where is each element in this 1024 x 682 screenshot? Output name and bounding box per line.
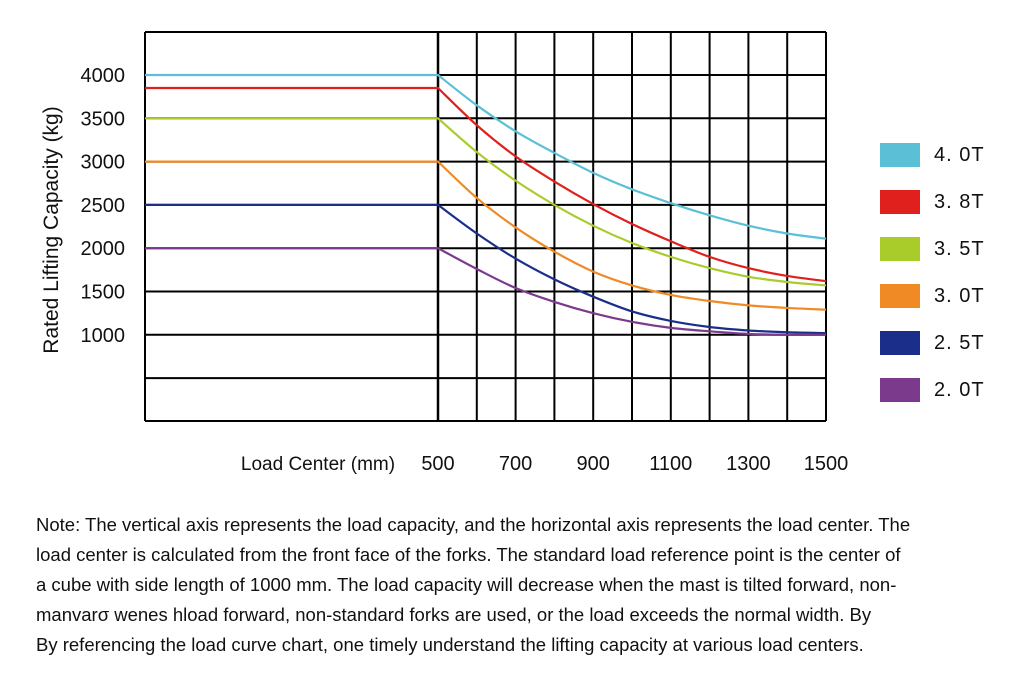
y-tick-label: 3000 [81, 152, 126, 174]
x-tick-label: 1300 [726, 453, 771, 475]
x-tick-label: 900 [577, 453, 610, 475]
legend-label: 2. 5T [934, 331, 985, 354]
note-line: manvarσ wenes hload forward, non-standar… [36, 604, 872, 625]
legend-swatch [880, 190, 920, 214]
y-axis-label: Rated Lifting Capacity (kg) [40, 106, 63, 353]
chart-grid [144, 31, 827, 422]
series-line [145, 73, 827, 240]
legend-item: 2. 0T [880, 375, 1020, 405]
series-line [145, 117, 827, 287]
legend-swatch [880, 143, 920, 167]
series-line [145, 86, 827, 283]
legend-label: 2. 0T [934, 378, 985, 401]
legend-item: 4. 0T [880, 140, 1020, 170]
chart-legend: 4. 0T 3. 8T 3. 5T 3. 0T 2. 5T 2. 0T [880, 140, 1020, 422]
legend-swatch [880, 378, 920, 402]
series-line [145, 160, 827, 311]
y-tick-label: 2000 [81, 238, 126, 260]
note-line: Note: The vertical axis represents the l… [36, 514, 911, 535]
chart-note: Note: The vertical axis represents the l… [36, 510, 986, 660]
series-line [145, 247, 827, 336]
legend-item: 3. 8T [880, 187, 1020, 217]
legend-swatch [880, 237, 920, 261]
x-tick-label: 500 [421, 453, 454, 475]
legend-item: 3. 0T [880, 281, 1020, 311]
legend-label: 3. 5T [934, 237, 985, 260]
legend-swatch [880, 284, 920, 308]
y-tick-labels: 4000 3500 3000 2500 2000 1500 1000 [81, 65, 126, 347]
legend-label: 3. 0T [934, 284, 985, 307]
load-chart: 4000 3500 3000 2500 2000 1500 1000 500 700 900 11… [40, 31, 848, 475]
y-tick-label: 2500 [81, 195, 126, 217]
legend-item: 3. 5T [880, 234, 1020, 264]
note-line: load center is calculated from the front… [36, 544, 901, 565]
legend-label: 3. 8T [934, 190, 985, 213]
series-line [145, 203, 827, 335]
legend-label: 4. 0T [934, 143, 985, 166]
y-tick-label: 1000 [81, 325, 126, 347]
x-tick-label: 1100 [649, 453, 692, 475]
legend-item: 2. 5T [880, 328, 1020, 358]
x-axis-label: Load Center (mm) [241, 454, 395, 475]
legend-swatch [880, 331, 920, 355]
x-tick-labels: 500 700 900 1100 1300 1500 [421, 453, 848, 475]
note-line: By referencing the load curve chart, one… [36, 634, 864, 655]
x-tick-label: 700 [499, 453, 532, 475]
y-tick-label: 4000 [81, 65, 126, 87]
chart-series [145, 73, 827, 336]
x-tick-label: 1500 [804, 453, 849, 475]
y-tick-label: 3500 [81, 108, 126, 130]
y-tick-label: 1500 [81, 282, 126, 304]
note-line: a cube with side length of 1000 mm. The … [36, 574, 897, 595]
